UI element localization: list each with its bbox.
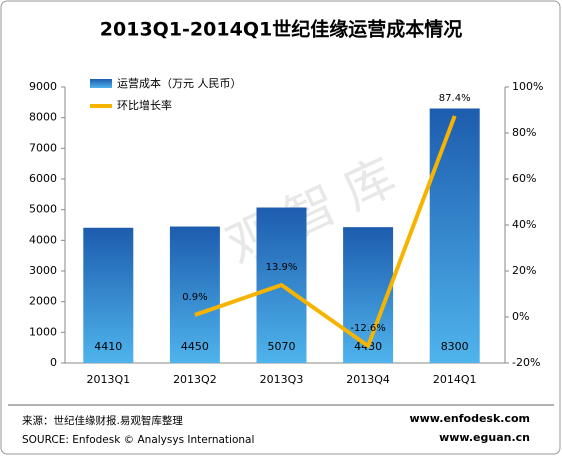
legend-label: 环比增长率 [117, 98, 172, 112]
y2-tick-label: -20% [512, 356, 540, 369]
source-en: SOURCE: Enfodesk © Analysys Internationa… [22, 434, 254, 446]
x-tick-label: 2013Q1 [86, 373, 130, 386]
line-label: -12.6% [350, 323, 385, 334]
line-label: 13.9% [266, 262, 298, 273]
site: www.enfodesk.com [409, 412, 530, 425]
y2-tick-label: 80% [512, 126, 536, 139]
bar [429, 108, 480, 363]
bar [169, 226, 220, 363]
line [194, 115, 457, 348]
y2-tick-label: 40% [512, 218, 536, 231]
legend-swatch [90, 79, 112, 88]
bar-label: 8300 [441, 340, 469, 353]
y2-tick-label: 0% [512, 310, 529, 323]
y-tick-label: 9000 [29, 80, 57, 93]
line-label: 0.9% [182, 292, 207, 303]
y-tick-label: 0 [50, 356, 57, 369]
x-tick-label: 2014Q1 [433, 373, 477, 386]
y-tick-label: 3000 [29, 264, 57, 277]
y2-tick-label: 60% [512, 172, 536, 185]
x-tick-label: 2013Q4 [346, 373, 390, 386]
y-tick-label: 5000 [29, 203, 57, 216]
site: www.eguan.cn [439, 431, 530, 444]
y-tick-label: 8000 [29, 111, 57, 124]
y-tick-label: 4000 [29, 233, 57, 246]
bar-label: 4410 [94, 340, 122, 353]
bar [83, 227, 134, 363]
y2-tick-label: 100% [512, 80, 543, 93]
line-label: 87.4% [439, 93, 471, 104]
y-tick-label: 7000 [29, 141, 57, 154]
y-tick-label: 2000 [29, 295, 57, 308]
bar-label: 4450 [181, 340, 209, 353]
y-tick-label: 6000 [29, 172, 57, 185]
source: 来源：世纪佳缘财报.易观智库整理 [22, 414, 183, 427]
x-tick-label: 2013Q2 [173, 373, 217, 386]
legend-label: 运营成本（万元 人民币） [117, 76, 242, 90]
chart-title: 2013Q1-2014Q1世纪佳缘运营成本情况 [100, 18, 462, 41]
x-tick-label: 2013Q3 [260, 373, 304, 386]
y-tick-label: 1000 [29, 325, 57, 338]
bar-label: 5070 [268, 340, 296, 353]
y2-tick-label: 20% [512, 264, 536, 277]
